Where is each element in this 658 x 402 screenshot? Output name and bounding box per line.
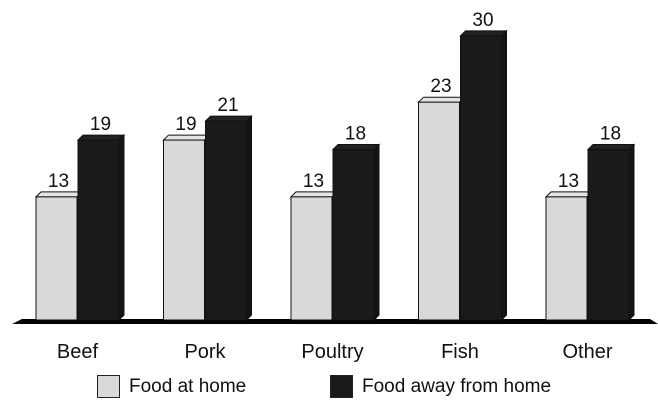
bar-top-poultry-food-away-from-home xyxy=(331,144,381,151)
legend-item-food-at-home: Food at home xyxy=(97,375,246,398)
legend-label-food-at-home: Food at home xyxy=(129,375,247,397)
legend-swatch-food-away-from-home xyxy=(330,375,353,398)
bar-poultry-food-at-home xyxy=(290,196,333,321)
bar-pork-food-away-from-home xyxy=(205,120,247,321)
x-tick-label-other: Other xyxy=(562,341,612,363)
bar-top-fish-food-at-home xyxy=(417,96,466,103)
bar-top-pork-food-away-from-home xyxy=(204,115,253,122)
data-label-fish-food-at-home: 23 xyxy=(430,76,451,97)
bar-fish-food-at-home xyxy=(418,101,460,321)
bar-top-other-food-away-from-home xyxy=(586,144,636,151)
bar-top-fish-food-away-from-home xyxy=(459,30,508,37)
bar-top-other-food-at-home xyxy=(544,191,594,198)
x-tick-label-beef: Beef xyxy=(57,341,99,363)
legend-swatch-food-at-home xyxy=(97,375,120,398)
data-label-pork-food-away-from-home: 21 xyxy=(217,95,238,116)
bar-top-beef-food-at-home xyxy=(34,191,84,198)
bar-top-beef-food-away-from-home xyxy=(76,134,126,141)
bar-other-food-away-from-home xyxy=(587,149,630,321)
data-label-beef-food-at-home: 13 xyxy=(48,171,69,192)
bar-other-food-at-home xyxy=(545,196,588,321)
bar-side-beef-food-away-from-home xyxy=(118,133,125,322)
bar-beef-food-at-home xyxy=(35,196,78,321)
chart-plot: 13 19 Beef 19 21 Pork 13 18 Poultry 23 30 Fish 13 18 O… xyxy=(12,10,658,363)
bar-beef-food-away-from-home xyxy=(77,139,120,321)
data-label-pork-food-at-home: 19 xyxy=(175,114,196,135)
x-tick-label-pork: Pork xyxy=(184,341,226,363)
bar-top-poultry-food-at-home xyxy=(289,191,339,198)
bar-top-pork-food-at-home xyxy=(162,134,211,141)
bar-side-fish-food-away-from-home xyxy=(501,29,507,322)
bar-poultry-food-away-from-home xyxy=(332,149,375,321)
data-label-poultry-food-away-from-home: 18 xyxy=(345,124,366,145)
x-tick-label-poultry: Poultry xyxy=(301,341,363,363)
bar-side-pork-food-away-from-home xyxy=(246,114,252,322)
legend-label-food-away-from-home: Food away from home xyxy=(362,375,552,397)
data-label-other-food-at-home: 13 xyxy=(558,171,579,192)
bar-side-poultry-food-away-from-home xyxy=(373,143,380,322)
legend: Food at home Food away from home xyxy=(0,370,658,400)
legend-item-food-away-from-home: Food away from home xyxy=(330,375,551,398)
bar-fish-food-away-from-home xyxy=(460,35,502,321)
data-label-other-food-away-from-home: 18 xyxy=(600,124,621,145)
data-label-beef-food-away-from-home: 19 xyxy=(90,114,111,135)
data-label-poultry-food-at-home: 13 xyxy=(303,171,324,192)
x-tick-label-fish: Fish xyxy=(441,341,479,363)
data-label-fish-food-away-from-home: 30 xyxy=(472,10,493,31)
bar-side-other-food-away-from-home xyxy=(628,143,635,322)
bar-pork-food-at-home xyxy=(163,139,205,321)
